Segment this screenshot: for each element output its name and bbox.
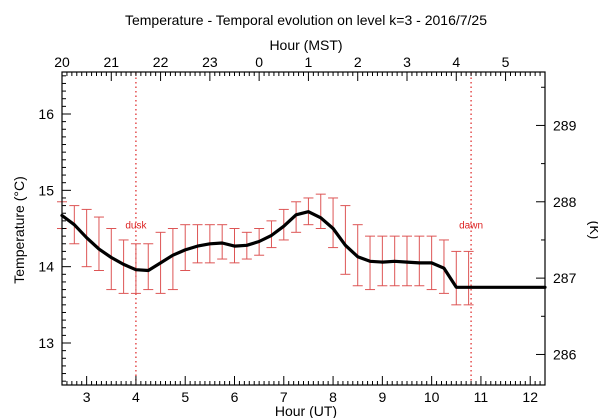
x-tick-label: 3: [83, 389, 91, 405]
error-bars: [57, 193, 474, 306]
top-tick-label: 23: [202, 54, 218, 70]
chart-title: Temperature - Temporal evolution on leve…: [125, 12, 487, 28]
annotation-dawn: dawn: [459, 221, 483, 232]
y2-tick-label: 289: [553, 117, 577, 133]
temperature-line: [60, 210, 547, 289]
y2-tick-label: 287: [553, 270, 577, 286]
annotations: dusk dawn: [125, 221, 483, 232]
y-tick-label: 14: [38, 259, 54, 275]
y2-tick-label: 288: [553, 194, 577, 210]
x-tick-label: 12: [522, 389, 538, 405]
annotation-dusk: dusk: [125, 221, 147, 232]
x-tick-label: 10: [424, 389, 440, 405]
top-tick-label: 20: [54, 54, 70, 70]
y2-tick-label: 286: [553, 346, 577, 362]
top-tick-label: 22: [153, 54, 169, 70]
x-axis-label: Hour (UT): [275, 403, 337, 418]
top-tick-label: 3: [403, 54, 411, 70]
top-tick-label: 2: [354, 54, 362, 70]
x-tick-label: 11: [474, 389, 489, 405]
marker-lines: [135, 73, 472, 384]
x-tick-label: 5: [181, 389, 189, 405]
y-axis-label: Temperature (°C): [11, 176, 27, 284]
x-tick-label: 4: [132, 389, 140, 405]
top-tick-label: 21: [103, 54, 119, 70]
top-axis-label: Hour (MST): [269, 37, 342, 53]
top-tick-label: 4: [452, 54, 460, 70]
y-tick-label: 13: [38, 335, 54, 351]
top-tick-label: 0: [255, 54, 263, 70]
x-tick-label: 6: [231, 389, 239, 405]
right-axis-label: (K): [587, 221, 598, 240]
temperature-series-line: [60, 210, 547, 289]
y-tick-label: 16: [38, 106, 54, 122]
top-tick-label: 5: [502, 54, 510, 70]
x-tick-label: 7: [280, 389, 288, 405]
top-tick-label: 1: [305, 54, 313, 70]
x-tick-label: 8: [329, 389, 337, 405]
x-tick-label: 9: [378, 389, 386, 405]
y-tick-label: 15: [38, 182, 54, 198]
